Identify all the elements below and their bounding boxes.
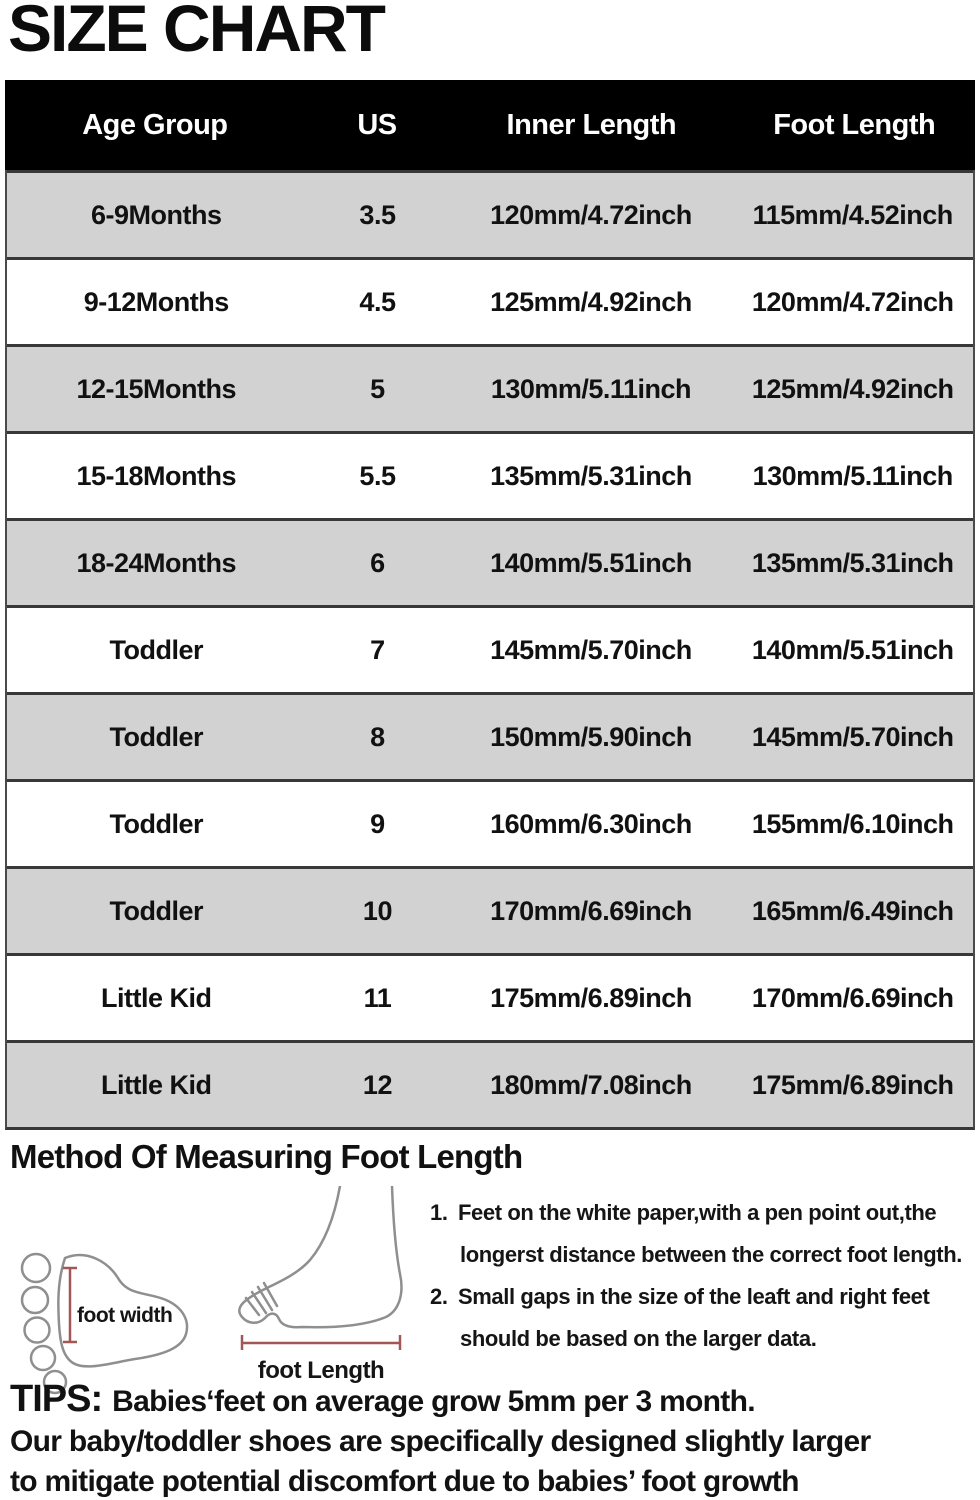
tips-heading-line: TIPS: Babies‘feet on average grow 5mm per…: [10, 1376, 976, 1422]
foot-width-diagram: foot width: [20, 1252, 189, 1395]
table-row: Toddler 7 145mm/5.70inch 140mm/5.51inch: [7, 605, 973, 692]
table-row: Little Kid 12 180mm/7.08inch 175mm/6.89inch: [7, 1040, 973, 1127]
tips-section: TIPS: Babies‘feet on average grow 5mm per…: [10, 1376, 976, 1500]
cell-inner-length: 175mm/6.89inch: [490, 982, 692, 1013]
cell-age-group: Toddler: [109, 634, 203, 665]
cell-age-group: Toddler: [109, 895, 203, 926]
cell-foot-length: 140mm/5.51inch: [751, 634, 954, 665]
cell-us-size: 8: [370, 721, 385, 752]
tips-label: TIPS:: [10, 1378, 103, 1420]
page-title: SIZE CHART: [8, 0, 386, 65]
cell-foot-length: 135mm/5.31inch: [751, 547, 954, 578]
table-row: 12-15Months 5 130mm/5.11inch 125mm/4.92inch: [7, 344, 973, 431]
measuring-instructions: 1. Feet on the white paper,with a pen poi…: [430, 1192, 978, 1360]
cell-inner-length: 170mm/6.69inch: [490, 895, 692, 926]
cell-foot-length: 145mm/5.70inch: [751, 721, 954, 752]
instruction-2-number: 2.: [430, 1284, 448, 1309]
cell-us-size: 5: [370, 373, 385, 404]
tips-text-1: Babies‘feet on average grow 5mm per 3 mo…: [112, 1385, 755, 1418]
cell-foot-length: 125mm/4.92inch: [751, 373, 954, 404]
cell-foot-length: 165mm/6.49inch: [751, 895, 954, 926]
instruction-2-line-1: 2. Small gaps in the size of the leaft an…: [430, 1276, 978, 1318]
header-inner-length: Inner Length: [506, 108, 677, 141]
cell-us-size: 9: [370, 808, 385, 839]
table-header-row: Age Group US Inner Length Foot Length: [5, 80, 975, 170]
table-row: Toddler 8 150mm/5.90inch 145mm/5.70inch: [7, 692, 973, 779]
table-row: Little Kid 11 175mm/6.89inch 170mm/6.69inch: [7, 953, 973, 1040]
cell-us-size: 12: [362, 1069, 393, 1100]
foot-side-icon: [238, 1186, 403, 1329]
tips-text-3: to mitigate potential discomfort due to …: [10, 1465, 799, 1498]
table-row: Toddler 9 160mm/6.30inch 155mm/6.10inch: [7, 779, 973, 866]
foot-length-diagram: foot Length: [238, 1186, 403, 1384]
cell-age-group: 15-18Months: [76, 460, 237, 491]
cell-inner-length: 140mm/5.51inch: [490, 547, 692, 578]
cell-foot-length: 120mm/4.72inch: [751, 286, 954, 317]
cell-foot-length: 175mm/6.89inch: [751, 1069, 954, 1100]
header-age-group: Age Group: [82, 108, 228, 141]
cell-inner-length: 135mm/5.31inch: [490, 460, 692, 491]
cell-inner-length: 120mm/4.72inch: [490, 199, 692, 230]
cell-age-group: 18-24Months: [76, 547, 237, 578]
table-row: 15-18Months 5.5 135mm/5.31inch 130mm/5.11in…: [7, 431, 973, 518]
cell-age-group: 6-9Months: [90, 199, 222, 230]
cell-age-group: Toddler: [109, 808, 203, 839]
foot-width-measure-line: [63, 1266, 77, 1344]
table-row: 18-24Months 6 140mm/5.51inch 135mm/5.31inch: [7, 518, 973, 605]
cell-us-size: 5.5: [359, 460, 396, 491]
method-heading: Method Of Measuring Foot Length: [10, 1138, 523, 1175]
cell-age-group: Little Kid: [100, 982, 212, 1013]
table-row: 9-12Months 4.5 125mm/4.92inch 120mm/4.72inc…: [7, 257, 973, 344]
cell-age-group: 9-12Months: [83, 286, 230, 317]
header-foot-length: Foot Length: [773, 108, 936, 141]
foot-length-measure-line: [240, 1335, 402, 1350]
cell-inner-length: 160mm/6.30inch: [490, 808, 692, 839]
cell-us-size: 11: [363, 982, 392, 1013]
cell-us-size: 3.5: [359, 199, 396, 230]
tips-text-2: Our baby/toddler shoes are specifically …: [10, 1425, 871, 1458]
foot-width-label: foot width: [77, 1304, 172, 1327]
header-us-size: US: [357, 108, 397, 141]
cell-inner-length: 180mm/7.08inch: [490, 1069, 692, 1100]
cell-age-group: Little Kid: [100, 1069, 212, 1100]
cell-us-size: 7: [370, 634, 385, 665]
table-row: 6-9Months 3.5 120mm/4.72inch 115mm/4.52inch: [7, 170, 973, 257]
instruction-2-line-2: should be based on the larger data.: [460, 1326, 817, 1351]
cell-inner-length: 150mm/5.90inch: [490, 721, 692, 752]
cell-foot-length: 130mm/5.11inch: [752, 460, 954, 491]
cell-us-size: 6: [370, 547, 385, 578]
cell-inner-length: 125mm/4.92inch: [490, 286, 692, 317]
foot-sole-icon: [20, 1252, 189, 1395]
cell-age-group: 12-15Months: [76, 373, 237, 404]
cell-foot-length: 155mm/6.10inch: [751, 808, 954, 839]
cell-inner-length: 145mm/5.70inch: [490, 634, 692, 665]
cell-inner-length: 130mm/5.11inch: [490, 373, 692, 404]
foot-length-label: foot Length: [258, 1357, 384, 1384]
instruction-1-line-2: longerst distance between the correct fo…: [460, 1242, 962, 1267]
cell-foot-length: 115mm/4.52inch: [752, 199, 954, 230]
cell-age-group: Toddler: [109, 721, 203, 752]
table-rows: 6-9Months 3.5 120mm/4.72inch 115mm/4.52inch…: [5, 170, 975, 1130]
cell-foot-length: 170mm/6.69inch: [751, 982, 954, 1013]
instruction-1-line-1: 1. Feet on the white paper,with a pen poi…: [430, 1192, 978, 1234]
cell-us-size: 4.5: [359, 286, 396, 317]
cell-us-size: 10: [362, 895, 393, 926]
size-table: Age Group US Inner Length Foot Length 6-9Mo…: [5, 80, 975, 1130]
table-row: Toddler 10 170mm/6.69inch 165mm/6.49inch: [7, 866, 973, 953]
instruction-1-number: 1.: [430, 1200, 448, 1225]
